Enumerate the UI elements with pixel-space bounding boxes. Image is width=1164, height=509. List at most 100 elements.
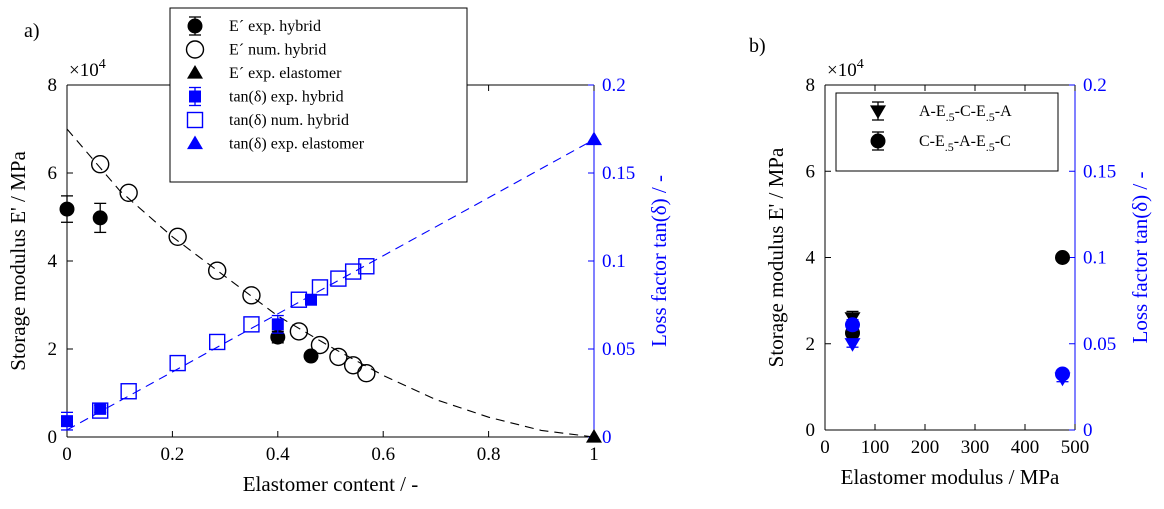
legend-marker	[870, 105, 886, 119]
panel-label: b)	[749, 35, 766, 57]
data-point	[303, 348, 319, 364]
legend-text: -A	[995, 103, 1012, 120]
legend-box	[835, 92, 1059, 172]
data-point	[242, 286, 261, 305]
y-multiplier: ×104	[69, 57, 106, 81]
data-point	[168, 227, 187, 247]
y-multiplier-exp: 4	[99, 57, 106, 72]
data-point	[1055, 366, 1070, 382]
legend-text: A-E	[919, 103, 946, 120]
legend-label: tan(δ) num. hybrid	[229, 112, 349, 129]
series-4	[845, 317, 1070, 382]
data-point	[208, 333, 226, 351]
x-tick-label: 500	[1061, 437, 1090, 458]
x-tick-label: 0	[820, 437, 830, 458]
y-tick-label-right: 0.15	[602, 163, 635, 184]
series-1	[59, 195, 319, 364]
series-5	[92, 258, 375, 419]
data-point	[290, 291, 308, 308]
series-4	[61, 293, 318, 431]
data-point	[169, 354, 186, 372]
series-6	[586, 131, 602, 146]
legend-label: E´ num. hybrid	[229, 42, 326, 59]
legend-text: -C-E	[955, 103, 986, 120]
legend-marker	[185, 40, 205, 59]
legend-subscript: .5	[945, 140, 954, 154]
y-tick-label-right: 0	[1083, 420, 1093, 441]
y-tick-label-right: 0.05	[602, 339, 635, 360]
y-tick-label-left: 4	[806, 248, 816, 269]
y-tick-label-left: 6	[48, 163, 58, 184]
x-tick-label: 0.2	[161, 444, 185, 465]
data-point	[329, 347, 348, 367]
y-tick-label-left: 4	[48, 251, 58, 272]
y-tick-label-right: 0.2	[602, 75, 626, 96]
data-point	[94, 402, 107, 415]
y-multiplier: ×104	[827, 57, 864, 81]
y-tick-label-right: 0.1	[1083, 248, 1107, 269]
data-point	[343, 356, 363, 375]
data-point	[358, 258, 375, 275]
legend-text: -A-E	[954, 133, 986, 150]
legend-marker	[187, 65, 203, 79]
y-axis-label-right: Loss factor tan(δ) / -	[647, 175, 671, 347]
data-point	[207, 261, 227, 280]
x-tick-label: 1	[589, 444, 599, 465]
chart-panel-1: a)0 0.2 0.4 0.6 0.8 10246800.050.10.150.2×104…	[6, 7, 671, 496]
y-tick-label-right: 0.1	[602, 251, 626, 272]
x-tick-label: 300	[961, 437, 990, 458]
data-point	[289, 322, 309, 341]
legend-label: A-E.5-C-E.5-A	[919, 103, 1012, 124]
legend-text: C-E	[919, 133, 945, 150]
series-2	[91, 154, 376, 383]
x-axis-label: Elastomer content / -	[243, 472, 419, 496]
data-point	[120, 383, 137, 400]
legend-marker	[187, 135, 203, 150]
legend-marker	[189, 90, 201, 103]
data-point	[844, 338, 861, 352]
x-tick-label: 0.6	[371, 444, 395, 465]
data-point	[1055, 250, 1070, 265]
legend-box	[169, 7, 468, 183]
y-tick-label-right: 0.2	[1083, 75, 1107, 96]
legend: A-E.5-C-E.5-AC-E.5-A-E.5-C	[835, 92, 1059, 172]
data-point	[271, 318, 284, 331]
legend-label: tan(δ) exp. elastomer	[229, 136, 365, 153]
data-point	[311, 279, 329, 296]
data-point	[305, 293, 318, 306]
data-point	[92, 402, 109, 419]
x-tick-label: 0	[62, 444, 72, 465]
y-tick-label-left: 8	[806, 75, 816, 96]
series-3	[586, 429, 602, 443]
x-tick-label: 0.8	[477, 444, 501, 465]
legend-subscript: .5	[946, 110, 955, 124]
y-tick-label-left: 0	[806, 420, 816, 441]
legend: E´ exp. hybrid E´ num. hybrid E´ exp. elas…	[169, 7, 468, 183]
series-2	[845, 250, 1070, 341]
x-tick-label: 200	[911, 437, 940, 458]
data-point	[586, 131, 602, 146]
y-tick-label-left: 6	[806, 161, 816, 182]
data-point	[91, 154, 110, 174]
y-multiplier-exp: 4	[857, 57, 864, 72]
x-axis-label: Elastomer modulus / MPa	[841, 465, 1060, 489]
legend-label: E´ exp. elastomer	[229, 65, 342, 82]
data-point	[310, 335, 330, 355]
y-axis-label-left: Storage modulus E' / MPa	[764, 147, 788, 367]
chart-panel-2: b)0 100 200 300 400 5000246800.050.10.150.2×1…	[749, 35, 1152, 489]
y-tick-label-left: 2	[806, 334, 816, 355]
legend-subscript: .5	[986, 110, 995, 124]
legend-text: -C	[995, 133, 1011, 150]
y-axis-label-right: Loss factor tan(δ) / -	[1128, 171, 1152, 343]
y-tick-label-left: 8	[48, 75, 58, 96]
data-point	[92, 210, 108, 226]
y-tick-label-left: 0	[48, 427, 58, 448]
data-point	[243, 316, 260, 333]
data-point	[59, 201, 75, 217]
data-point	[845, 317, 860, 333]
x-tick-label: 100	[861, 437, 890, 458]
legend-marker	[870, 133, 886, 149]
legend-label: C-E.5-A-E.5-C	[919, 133, 1011, 154]
panel-label: a)	[24, 20, 40, 42]
